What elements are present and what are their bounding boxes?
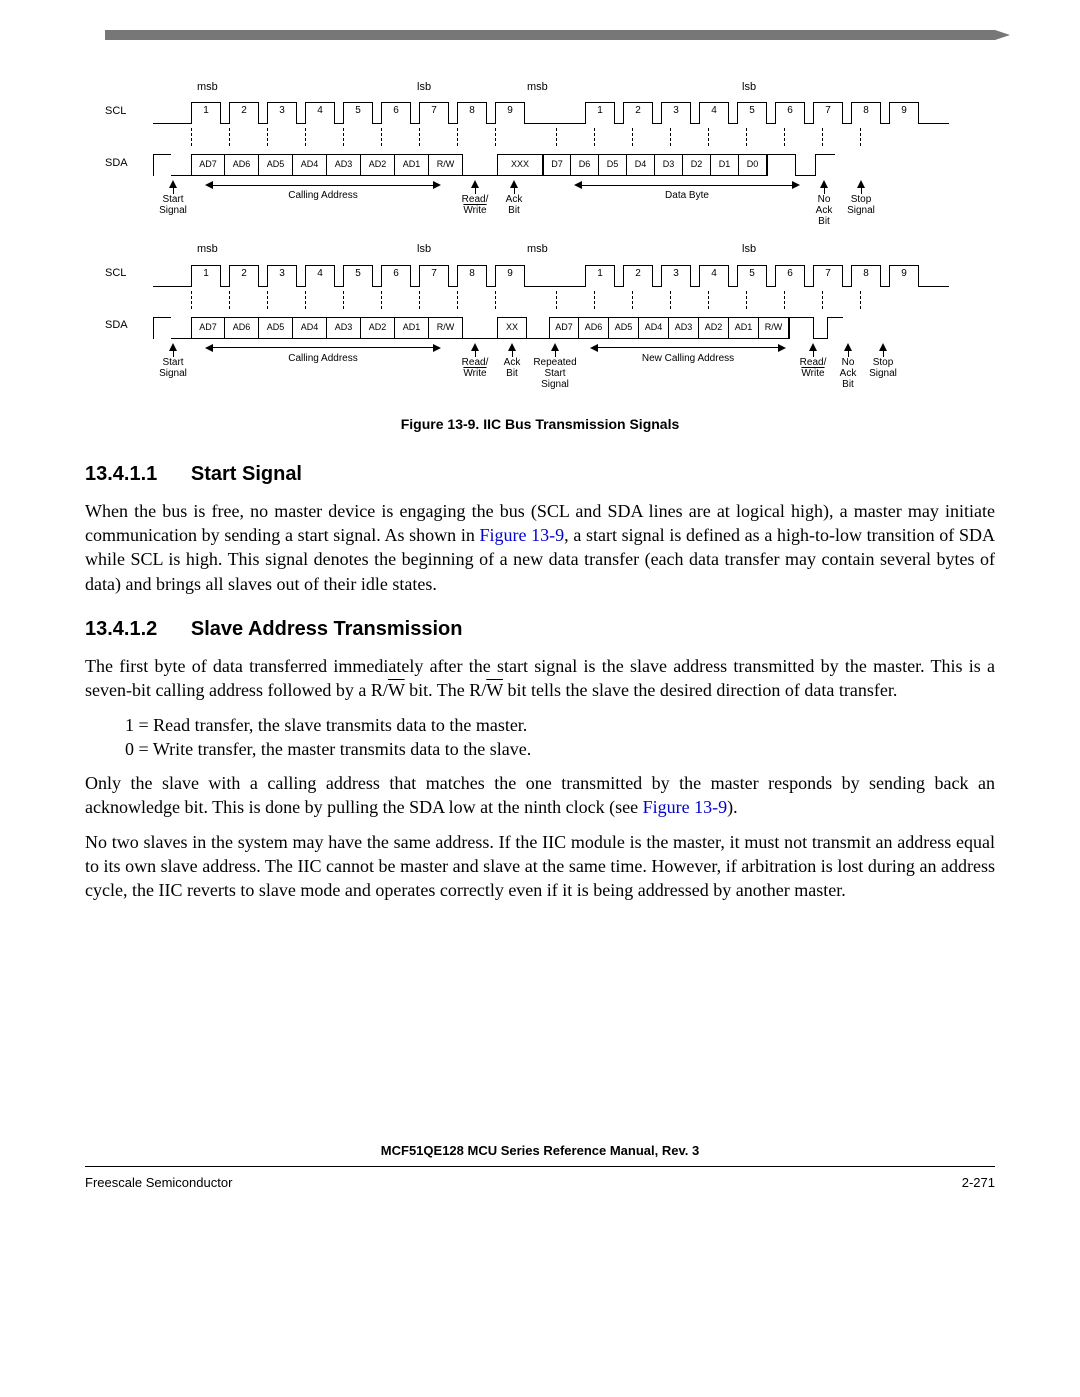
msb-label-2: msb — [527, 242, 742, 256]
stop-signal-label: Stop Signal — [841, 180, 881, 216]
scl-row-1: SCL 1 2 3 4 5 6 7 8 9 1 2 3 4 5 6 7 8 9 — [105, 94, 975, 128]
footer-row: Freescale Semiconductor 2-271 — [85, 1175, 995, 1192]
rw-label: Read/ Write — [453, 180, 497, 216]
calling-address-label: Calling Address — [193, 180, 453, 201]
write-transfer-def: 0 = Write transfer, the master transmits… — [125, 737, 995, 761]
sda-row-2: SDA AD7 AD6 AD5 AD4 AD3 AD2 AD1 R/W XX A… — [105, 309, 975, 343]
figure-caption: Figure 13-9. IIC Bus Transmission Signal… — [85, 415, 995, 433]
section2-paragraph-2: Only the slave with a calling address th… — [85, 771, 995, 820]
lsb-label-2: lsb — [742, 80, 756, 94]
sda-label: SDA — [105, 156, 153, 170]
section-heading-start-signal: 13.4.1.1 Start Signal — [85, 461, 995, 487]
rw-label: Read/ Write — [453, 343, 497, 379]
rw-label-2: Read/ Write — [793, 343, 833, 379]
timing-diagram-1: msb lsb msb lsb SCL 1 2 3 4 5 6 7 8 9 1 … — [105, 80, 975, 403]
msb-lsb-row-1: msb lsb msb lsb — [197, 80, 975, 94]
no-ack-bit-label: No Ack Bit — [807, 180, 841, 227]
dash-connectors-2 — [153, 291, 975, 309]
transfer-definitions: 1 = Read transfer, the slave transmits d… — [125, 713, 995, 762]
scl-row-2: SCL 1 2 3 4 5 6 7 8 9 1 2 3 4 5 6 7 8 9 — [105, 257, 975, 291]
start-signal-label: Start Signal — [153, 180, 193, 216]
footer-page-number: 2-271 — [962, 1175, 995, 1192]
section-number: 13.4.1.1 — [85, 463, 157, 485]
labels-row-1: Start Signal Calling Address Read/ Write… — [153, 180, 975, 230]
msb-lsb-row-2: msb lsb msb lsb — [197, 242, 975, 256]
figure-reference[interactable]: Figure 13-9 — [480, 525, 565, 545]
new-calling-address-label: New Calling Address — [583, 343, 793, 364]
dash-connectors-1 — [153, 128, 975, 146]
sda-row-1: SDA AD7 AD6 AD5 AD4 AD3 AD2 AD1 R/W XXX … — [105, 146, 975, 180]
msb-label: msb — [197, 80, 417, 94]
read-transfer-def: 1 = Read transfer, the slave transmits d… — [125, 713, 995, 737]
ack-bit-label: Ack Bit — [497, 180, 531, 216]
lsb-label: lsb — [417, 80, 527, 94]
section-heading-slave-address: 13.4.1.2 Slave Address Transmission — [85, 616, 995, 642]
section-title: Start Signal — [191, 463, 302, 485]
lsb-label: lsb — [417, 242, 527, 256]
scl-label: SCL — [105, 104, 153, 118]
footer-company: Freescale Semiconductor — [85, 1175, 232, 1192]
no-ack-bit-label: No Ack Bit — [833, 343, 863, 390]
sda-waveform-1: AD7 AD6 AD5 AD4 AD3 AD2 AD1 R/W XXX D7 D… — [153, 150, 975, 176]
ack-bit-label: Ack Bit — [497, 343, 527, 379]
section-title: Slave Address Transmission — [191, 618, 463, 640]
labels-row-2: Start Signal Calling Address Read/ Write… — [153, 343, 975, 403]
sda-waveform-2: AD7 AD6 AD5 AD4 AD3 AD2 AD1 R/W XX AD7 A… — [153, 313, 975, 339]
data-byte-label: Data Byte — [567, 180, 807, 201]
start-signal-label: Start Signal — [153, 343, 193, 379]
section-number: 13.4.1.2 — [85, 618, 157, 640]
section1-paragraph: When the bus is free, no master device i… — [85, 499, 995, 596]
section2-paragraph-1: The first byte of data transferred immed… — [85, 654, 995, 703]
scl-label: SCL — [105, 266, 153, 280]
msb-label-2: msb — [527, 80, 742, 94]
scl-waveform-2: 1 2 3 4 5 6 7 8 9 1 2 3 4 5 6 7 8 9 — [153, 261, 975, 287]
scl-waveform-1: 1 2 3 4 5 6 7 8 9 1 2 3 4 5 6 7 8 9 — [153, 98, 975, 124]
repeated-start-label: Repeated Start Signal — [527, 343, 583, 390]
stop-signal-label: Stop Signal — [863, 343, 903, 379]
calling-address-label: Calling Address — [193, 343, 453, 364]
header-bar — [105, 30, 995, 40]
msb-label: msb — [197, 242, 417, 256]
footer-manual-title: MCF51QE128 MCU Series Reference Manual, … — [85, 1143, 995, 1167]
sda-label: SDA — [105, 318, 153, 332]
figure-reference[interactable]: Figure 13-9 — [643, 797, 728, 817]
section2-paragraph-3: No two slaves in the system may have the… — [85, 830, 995, 903]
lsb-label-2: lsb — [742, 242, 756, 256]
